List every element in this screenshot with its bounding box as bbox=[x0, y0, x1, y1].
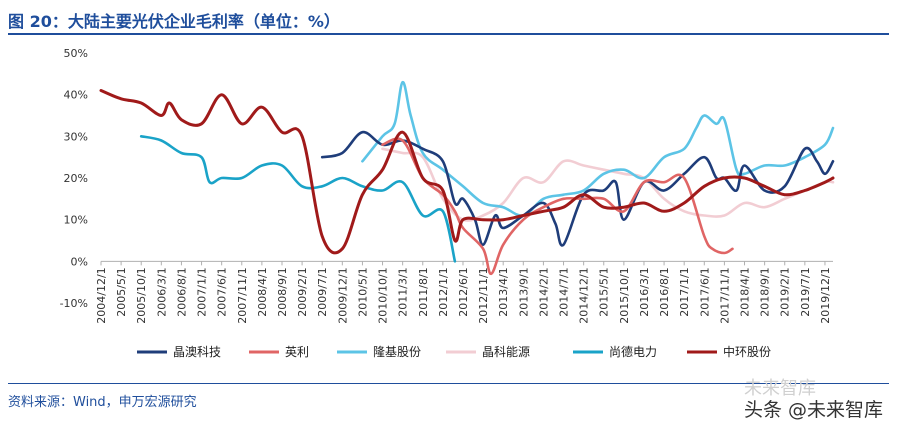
footer-divider bbox=[8, 383, 889, 384]
x-tick-label: 2008/4/1 bbox=[256, 267, 269, 316]
x-tick-label: 2005/5/1 bbox=[115, 267, 128, 316]
x-tick-label: 2013/4/1 bbox=[497, 267, 510, 316]
x-tick-label: 2019/2/1 bbox=[779, 267, 792, 316]
watermark: 头条 @未来智库 bbox=[743, 399, 883, 421]
x-tick-label: 2009/12/1 bbox=[336, 267, 349, 323]
y-tick-label: 40% bbox=[64, 89, 88, 102]
legend-label: 中环股份 bbox=[723, 344, 771, 359]
y-tick-label: 30% bbox=[64, 130, 88, 143]
x-tick-label: 2007/6/1 bbox=[216, 267, 229, 316]
x-tick-label: 2006/3/1 bbox=[155, 267, 168, 316]
y-tick-label: 0% bbox=[71, 255, 88, 268]
y-tick-label: -10% bbox=[60, 297, 88, 310]
x-tick-label: 2016/3/1 bbox=[638, 267, 651, 316]
x-tick-label: 2015/5/1 bbox=[598, 267, 611, 316]
series-line bbox=[361, 80, 835, 217]
x-tick-label: 2010/10/1 bbox=[377, 267, 390, 323]
x-tick-label: 2017/1/1 bbox=[678, 267, 691, 316]
series-line bbox=[320, 130, 835, 247]
legend-label: 晶科能源 bbox=[482, 345, 530, 359]
source-note: 资料来源：Wind，申万宏源研究 bbox=[8, 395, 197, 410]
x-tick-label: 2018/9/1 bbox=[759, 267, 772, 316]
x-tick-label: 2011/8/1 bbox=[417, 267, 430, 316]
x-tick-label: 2006/8/1 bbox=[175, 267, 188, 316]
x-tick-label: 2014/12/1 bbox=[578, 267, 591, 323]
y-tick-label: 10% bbox=[64, 214, 88, 227]
x-tick-label: 2007/11/1 bbox=[236, 267, 249, 323]
series-line bbox=[139, 135, 457, 263]
x-tick-label: 2015/10/1 bbox=[618, 267, 631, 323]
series-line bbox=[381, 137, 734, 276]
x-tick-label: 2012/11/1 bbox=[477, 267, 490, 323]
x-tick-label: 2014/2/1 bbox=[537, 267, 550, 316]
x-tick-label: 2019/7/1 bbox=[799, 267, 812, 316]
x-axis: 2004/12/1 2005/5/1 2005/10/1 2006/3/1 2006/8… bbox=[95, 260, 833, 324]
title-divider bbox=[8, 33, 889, 35]
x-tick-label: 2013/9/1 bbox=[517, 267, 530, 316]
x-tick-label: 2019/12/1 bbox=[819, 267, 832, 323]
x-tick-label: 2014/7/1 bbox=[558, 267, 571, 316]
legend-label: 尚德电力 bbox=[609, 344, 657, 359]
x-tick-label: 2008/9/1 bbox=[276, 267, 289, 316]
x-tick-label: 2009/7/1 bbox=[316, 267, 329, 316]
x-tick-label: 2010/5/1 bbox=[356, 267, 369, 316]
y-tick-label: 20% bbox=[64, 172, 88, 185]
x-tick-label: 2016/8/1 bbox=[658, 267, 671, 316]
legend: 晶澳科技 英利 隆基股份 晶科能源 尚德电力 中环股份 bbox=[137, 344, 771, 359]
x-tick-label: 2004/12/1 bbox=[95, 267, 108, 323]
x-tick-label: 2011/3/1 bbox=[397, 267, 410, 316]
series-lines bbox=[99, 80, 835, 276]
x-tick-label: 2017/6/1 bbox=[698, 267, 711, 316]
y-axis: 50% 40% 30% 20% 10% 0% -10% bbox=[60, 47, 88, 310]
legend-label: 英利 bbox=[285, 345, 309, 359]
x-tick-label: 2017/11/1 bbox=[718, 267, 731, 323]
legend-label: 晶澳科技 bbox=[173, 345, 221, 359]
x-tick-label: 2018/4/1 bbox=[739, 267, 752, 316]
y-tick-label: 50% bbox=[64, 47, 88, 60]
faint-watermark: 未来智库 bbox=[744, 378, 816, 399]
x-tick-label: 2012/6/1 bbox=[457, 267, 470, 316]
figure-title: 图 20：大陆主要光伏企业毛利率（单位：%） bbox=[8, 12, 340, 31]
series-line bbox=[99, 89, 835, 255]
series-line bbox=[381, 147, 835, 222]
x-tick-label: 2009/2/1 bbox=[296, 267, 309, 316]
x-tick-label: 2005/10/1 bbox=[135, 267, 148, 323]
legend-label: 隆基股份 bbox=[373, 344, 421, 359]
x-tick-label: 2012/1/1 bbox=[437, 267, 450, 316]
x-tick-label: 2007/1/1 bbox=[196, 267, 209, 316]
